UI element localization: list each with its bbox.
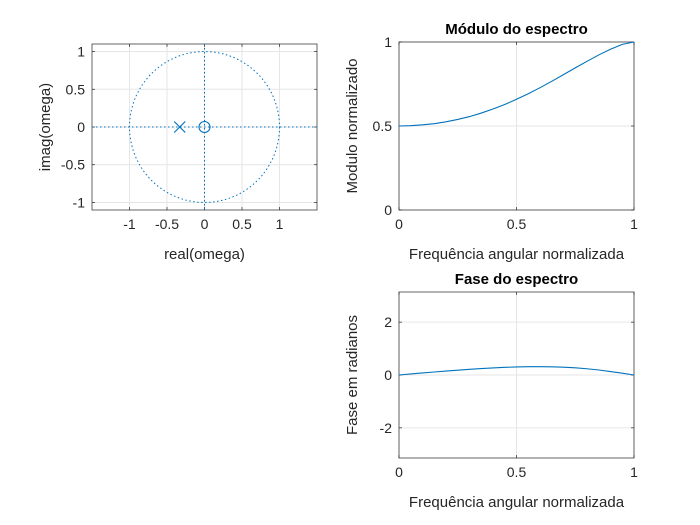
magnitude-x-tick-label: 1 — [630, 216, 638, 232]
zero-marker — [198, 120, 211, 134]
magnitude-y-tick-label: 0 — [384, 202, 392, 218]
pole-zero-plot-x-axis-label: real(omega) — [164, 246, 245, 263]
pole-zero-plot-y-tick-label: 0 — [77, 119, 85, 135]
pole-zero-plot-axes: -1 -0.5 0 0.5 1 -1 -0.5 0 0.5 1 real(omega) imag(om… — [37, 44, 318, 263]
phase-x-tick-label: 0.5 — [507, 464, 527, 480]
magnitude-axes: 0 0.5 1 0 0.5 1 Frequência angular normalizada… — [344, 21, 638, 263]
pole-zero-plot-x-tick-label: -1 — [123, 216, 136, 232]
phase-axes: 0 0.5 1 -2 0 2 Frequência angular normalizada F… — [344, 271, 638, 511]
pole-zero-plot-y-tick-label: 0.5 — [66, 81, 86, 97]
phase-y-axis-label: Fase em radianos — [344, 315, 361, 435]
phase-title: Fase do espectro — [455, 271, 578, 288]
pole-zero-plot-x-tick-label: -0.5 — [155, 216, 179, 232]
pole-zero-plot-x-tick-label: 0.5 — [232, 216, 252, 232]
phase-x-tick-label: 0 — [395, 464, 403, 480]
phase-series-line — [398, 366, 635, 376]
magnitude-title: Módulo do espectro — [445, 21, 588, 38]
phase-x-tick-label: 1 — [630, 464, 638, 480]
pole-zero-plot-y-tick-label: 1 — [77, 44, 85, 60]
unit-circle — [129, 51, 280, 203]
phase-x-axis-label: Frequência angular normalizada — [409, 494, 625, 511]
magnitude-x-tick-label: 0.5 — [507, 216, 527, 232]
magnitude-x-tick-label: 0 — [395, 216, 403, 232]
pole-zero-plot-y-axis-label: imag(omega) — [37, 83, 54, 171]
pole-zero-plot-y-tick-label: -0.5 — [61, 157, 85, 173]
magnitude-y-tick-label: 1 — [384, 34, 392, 50]
phase-y-tick-label: -2 — [380, 420, 393, 436]
pole-zero-plot-x-tick-label: 1 — [276, 216, 284, 232]
phase-y-tick-label: 0 — [384, 367, 392, 383]
magnitude-x-axis-label: Frequência angular normalizada — [409, 246, 625, 263]
magnitude-y-tick-label: 0.5 — [373, 118, 393, 134]
pole-marker — [173, 121, 186, 133]
magnitude-series-line — [398, 41, 635, 127]
magnitude-y-axis-label: Modulo normalizado — [344, 58, 361, 193]
phase-y-tick-label: 2 — [384, 314, 392, 330]
pole-zero-plot-y-tick-label: -1 — [73, 194, 86, 210]
pole-zero-plot-x-tick-label: 0 — [201, 216, 209, 232]
